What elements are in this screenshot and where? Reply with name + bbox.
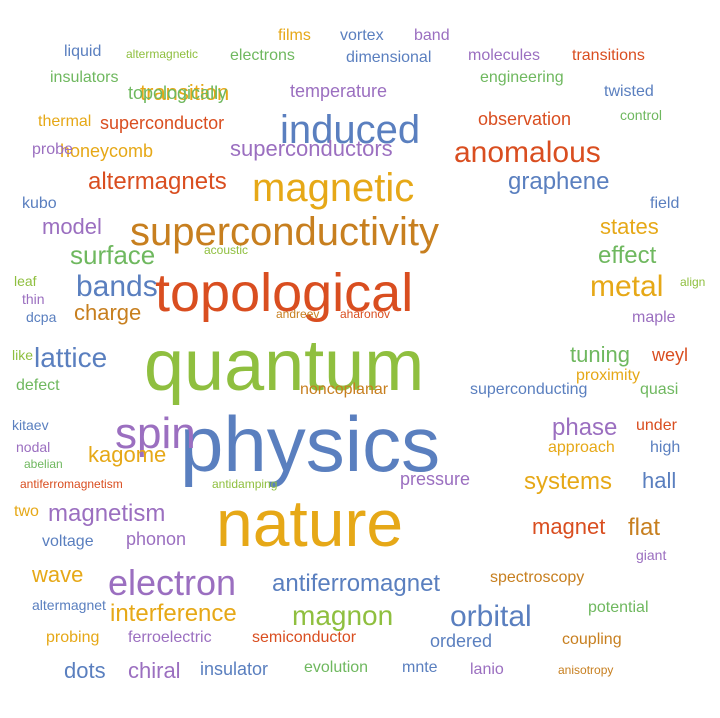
- word-maple: maple: [632, 310, 676, 326]
- word-superconductivity: superconductivity: [130, 212, 439, 252]
- word-noncoplanar: noncoplanar: [300, 382, 388, 398]
- word-leaf: leaf: [14, 274, 37, 288]
- word-kitaev: kitaev: [12, 418, 49, 432]
- word-bands: bands: [76, 272, 158, 302]
- word-interference: interference: [110, 602, 237, 626]
- word-probing: probing: [46, 630, 99, 646]
- word-flat: flat: [628, 516, 660, 540]
- word-orbital: orbital: [450, 602, 532, 632]
- word-proximity: proximity: [576, 368, 640, 384]
- word-surface: surface: [70, 242, 155, 268]
- word-band: band: [414, 28, 450, 44]
- word-hall: hall: [642, 470, 676, 492]
- word-under: under: [636, 418, 677, 434]
- word-defect: defect: [16, 378, 60, 394]
- word-aharonov: aharonov: [340, 308, 390, 320]
- word-chiral: chiral: [128, 660, 181, 682]
- word-magnon: magnon: [292, 602, 393, 630]
- word-andreev: andreev: [276, 308, 319, 320]
- word-anomalous: anomalous: [454, 138, 601, 168]
- word-dcpa: dcpa: [26, 310, 56, 324]
- word-giant: giant: [636, 548, 666, 562]
- word-anisotropy: anisotropy: [558, 664, 613, 676]
- word-acoustic: acoustic: [204, 244, 248, 256]
- word-graphene: graphene: [508, 170, 609, 194]
- word-magnetism: magnetism: [48, 502, 165, 526]
- word-insulator: insulator: [200, 660, 268, 678]
- word-thermal: thermal: [38, 114, 91, 130]
- word-approach: approach: [548, 440, 615, 456]
- word-dots: dots: [64, 660, 106, 682]
- word-twisted: twisted: [604, 84, 654, 100]
- word-superconducting: superconducting: [470, 382, 587, 398]
- word-coupling: coupling: [562, 632, 622, 648]
- word-wave: wave: [32, 564, 83, 586]
- word-nodal: nodal: [16, 440, 50, 454]
- word-engineering: engineering: [480, 70, 564, 86]
- word-semiconductor: semiconductor: [252, 630, 356, 646]
- word-abelian: abelian: [24, 458, 63, 470]
- word-kubo: kubo: [22, 196, 57, 212]
- word-pressure: pressure: [400, 470, 470, 488]
- word-superconductors: superconductors: [230, 138, 393, 160]
- word-altermagnetic: altermagnetic: [126, 48, 198, 60]
- word-states: states: [600, 216, 659, 238]
- word-kagome: kagome: [88, 444, 166, 466]
- word-align: align: [680, 276, 705, 288]
- word-quasi: quasi: [640, 382, 678, 398]
- word-lanio: lanio: [470, 662, 504, 678]
- word-evolution: evolution: [304, 660, 368, 676]
- word-probe: probe: [32, 142, 73, 158]
- word-honeycomb: honeycomb: [60, 142, 153, 160]
- word-ferroelectric: ferroelectric: [128, 630, 212, 646]
- word-model: model: [42, 216, 102, 238]
- word-metal: metal: [590, 272, 663, 302]
- word-lattice: lattice: [34, 344, 107, 372]
- word-weyl: weyl: [652, 346, 688, 364]
- word-insulators: insulators: [50, 70, 118, 86]
- word-magnet: magnet: [532, 516, 605, 538]
- word-antidamping: antidamping: [212, 478, 277, 490]
- word-tuning: tuning: [570, 344, 630, 366]
- word-electron: electron: [108, 565, 236, 601]
- word-control: control: [620, 108, 662, 122]
- word-phonon: phonon: [126, 530, 186, 548]
- word-thin: thin: [22, 292, 45, 306]
- word-mnte: mnte: [402, 660, 438, 676]
- word-cloud: physicsquantumnaturetopologicalsupercond…: [0, 0, 720, 718]
- word-topologically: topologically: [128, 84, 227, 102]
- word-high: high: [650, 440, 680, 456]
- word-temperature: temperature: [290, 82, 387, 100]
- word-vortex: vortex: [340, 28, 384, 44]
- word-charge: charge: [74, 302, 141, 324]
- word-superconductor: superconductor: [100, 114, 224, 132]
- word-field: field: [650, 196, 679, 212]
- word-effect: effect: [598, 244, 656, 268]
- word-electrons: electrons: [230, 48, 295, 64]
- word-potential: potential: [588, 600, 649, 616]
- word-dimensional: dimensional: [346, 50, 431, 66]
- word-ordered: ordered: [430, 632, 492, 650]
- word-films: films: [278, 28, 311, 44]
- word-systems: systems: [524, 470, 612, 494]
- word-spectroscopy: spectroscopy: [490, 570, 584, 586]
- word-nature: nature: [216, 490, 403, 556]
- word-magnetic: magnetic: [252, 168, 414, 208]
- word-phase: phase: [552, 416, 617, 440]
- word-antiferromagnet: antiferromagnet: [272, 572, 440, 596]
- word-altermagnets: altermagnets: [88, 170, 227, 194]
- word-transitions: transitions: [572, 48, 645, 64]
- word-liquid: liquid: [64, 44, 101, 60]
- word-altermagnet: altermagnet: [32, 598, 106, 612]
- word-voltage: voltage: [42, 534, 94, 550]
- word-like: like: [12, 348, 33, 362]
- word-two: two: [14, 504, 39, 520]
- word-molecules: molecules: [468, 48, 540, 64]
- word-observation: observation: [478, 110, 571, 128]
- word-antiferromagnetism: antiferromagnetism: [20, 478, 123, 490]
